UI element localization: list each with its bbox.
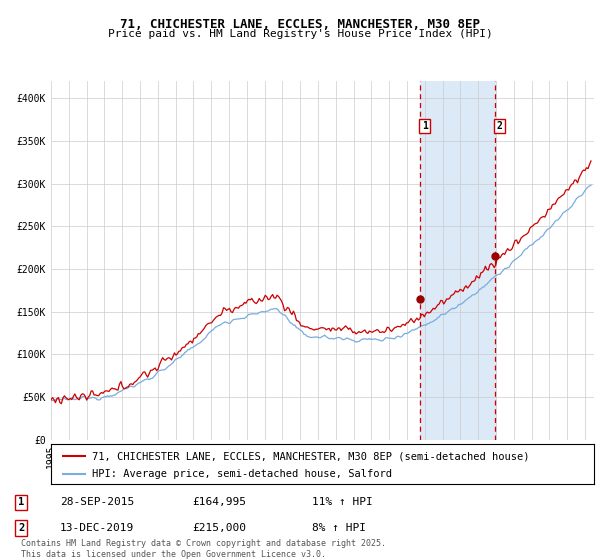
Bar [421, 81, 495, 440]
Text: Contains HM Land Registry data © Crown copyright and database right 2025.
This d: Contains HM Land Registry data © Crown c… [21, 539, 386, 559]
Text: 71, CHICHESTER LANE, ECCLES, MANCHESTER, M30 8EP (semi-detached house): 71, CHICHESTER LANE, ECCLES, MANCHESTER,… [92, 451, 529, 461]
Text: 2: 2 [497, 121, 503, 131]
Text: 11% ↑ HPI: 11% ↑ HPI [312, 497, 373, 507]
Text: 2: 2 [18, 522, 24, 533]
Text: 71, CHICHESTER LANE, ECCLES, MANCHESTER, M30 8EP: 71, CHICHESTER LANE, ECCLES, MANCHESTER,… [120, 18, 480, 31]
Text: Price paid vs. HM Land Registry's House Price Index (HPI): Price paid vs. HM Land Registry's House … [107, 29, 493, 39]
Text: HPI: Average price, semi-detached house, Salford: HPI: Average price, semi-detached house,… [92, 469, 392, 479]
Text: 13-DEC-2019: 13-DEC-2019 [60, 522, 134, 533]
Text: 1: 1 [18, 497, 24, 507]
Text: £215,000: £215,000 [192, 522, 246, 533]
Text: 8% ↑ HPI: 8% ↑ HPI [312, 522, 366, 533]
Text: 28-SEP-2015: 28-SEP-2015 [60, 497, 134, 507]
Text: 1: 1 [422, 121, 428, 131]
Text: £164,995: £164,995 [192, 497, 246, 507]
